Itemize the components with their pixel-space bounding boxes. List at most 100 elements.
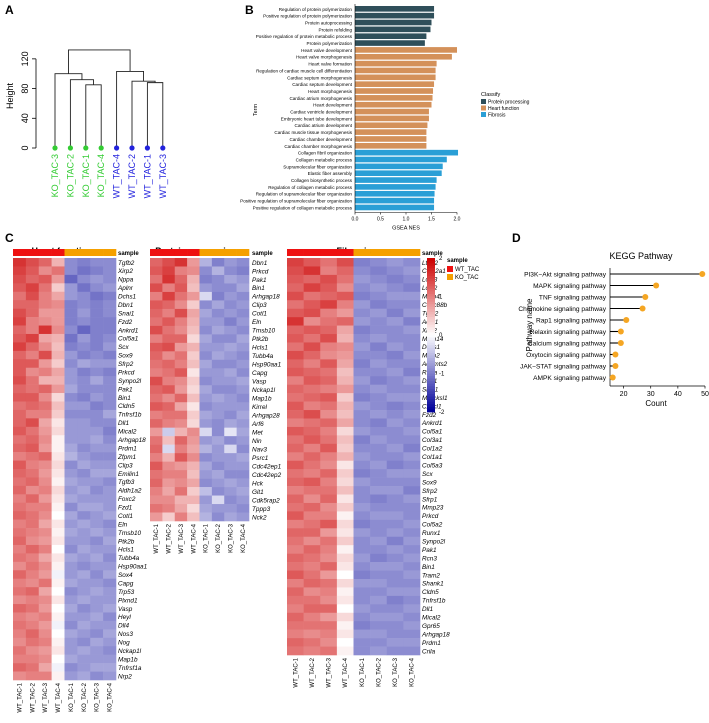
heatmap-cell — [51, 469, 65, 478]
heatmap-cell — [25, 646, 40, 655]
heatmap-cell — [303, 258, 321, 267]
heatmap-cell — [90, 409, 104, 419]
heatmap-cell — [13, 595, 27, 605]
heatmap-cell — [403, 325, 421, 335]
heatmap-cell — [211, 376, 225, 386]
heatmap-cell — [90, 401, 104, 411]
heatmap-gene-label: Rcn3 — [422, 555, 437, 562]
heatmap-cell — [287, 426, 304, 436]
bar-25 — [355, 177, 437, 183]
heatmap-cell — [13, 578, 27, 588]
heatmap-cell — [303, 486, 321, 495]
heatmap-cell — [90, 325, 104, 335]
heatmap-cell — [150, 342, 163, 352]
heatmap-cell — [64, 494, 78, 504]
heatmap-gene-label: Eln — [252, 319, 262, 326]
heatmap-cell — [90, 511, 104, 520]
heatmap-cell — [403, 595, 421, 605]
heatmap-cell — [353, 274, 371, 284]
heatmap-cell — [386, 266, 404, 276]
bar-term-label: Regulation of protein polymerization — [279, 7, 353, 12]
heatmap-cell — [25, 620, 40, 630]
heatmap-cell — [336, 460, 354, 470]
heatmap-cell — [90, 646, 104, 655]
heatmap-cell — [64, 511, 78, 520]
heatmap-cell — [199, 470, 213, 479]
heatmap-cell — [353, 410, 371, 419]
heatmap-cell — [353, 604, 371, 614]
heatmap-cell — [386, 646, 404, 656]
heatmap-cell — [199, 291, 213, 301]
heatmap-cell — [51, 502, 65, 512]
heatmap-cell — [336, 604, 354, 614]
heatmap-cell — [77, 570, 91, 580]
heatmap-cell — [353, 536, 371, 546]
heatmap-cell — [386, 486, 404, 495]
heatmap-cell — [38, 350, 52, 360]
heatmap-cell — [77, 274, 91, 284]
scale-segment — [427, 299, 435, 303]
heatmap-cell — [336, 587, 354, 597]
heatmap-cell — [386, 629, 404, 639]
bar-term-label: Collagen metabolic process — [296, 157, 353, 162]
heatmap-cell — [25, 376, 40, 385]
heatmap-cell — [90, 612, 104, 622]
heatmap-cell — [64, 435, 78, 444]
scale-segment — [427, 342, 435, 346]
heatmap-cell — [403, 266, 421, 276]
heatmap-cell — [174, 258, 188, 267]
scale-segment — [427, 406, 435, 410]
heatmap-cell — [199, 427, 213, 437]
heatmap-cell — [287, 435, 304, 445]
dendro-link — [85, 84, 102, 148]
heatmap-cell — [353, 452, 371, 462]
heatmap-gene-label: Cdc42ep1 — [252, 463, 282, 470]
heatmap-cell — [370, 308, 388, 318]
heatmap-cell — [103, 519, 117, 529]
heatmap-cell — [150, 274, 163, 284]
heatmap-cell — [403, 367, 421, 377]
heatmap-cell — [64, 350, 78, 360]
heatmap-gene-label: Pak1 — [118, 386, 133, 393]
heatmap-gene-label: Col3a1 — [422, 437, 443, 444]
heatmap-gene-label: Tubb4a — [252, 353, 274, 360]
dendro-leaf-label: KO_TAC-2 — [65, 154, 75, 197]
heatmap-cell — [77, 511, 91, 520]
heatmap-cell — [386, 401, 404, 411]
heatmap-cell — [13, 460, 27, 470]
heatmap-cell — [403, 578, 421, 588]
heatmap-cell — [303, 452, 321, 462]
heatmap-gene-label: Marcksl1 — [422, 395, 448, 402]
heatmap-cell — [77, 325, 91, 335]
heatmap-cell — [386, 621, 404, 630]
heatmap-cell — [64, 544, 78, 554]
heatmap-cell — [150, 334, 163, 344]
heatmap-cell — [211, 512, 225, 522]
heatmap-gene-label: Tmsb10 — [252, 328, 276, 335]
heatmap-cell — [320, 393, 338, 402]
heatmap-cell — [403, 283, 421, 293]
heatmap-cell — [303, 528, 321, 538]
heatmap-gene-label: Gpr65 — [422, 623, 440, 630]
heatmap-cell — [236, 368, 250, 378]
heatmap-gene-label: Sfrp2 — [422, 488, 438, 495]
scale-segment — [427, 394, 435, 397]
heatmap-cell — [403, 587, 421, 597]
heatmap-cell — [25, 578, 40, 588]
heatmap-cell — [370, 536, 388, 546]
heatmap-cell — [403, 519, 421, 529]
heatmap-cell — [236, 283, 250, 293]
heatmap-cell — [403, 359, 421, 369]
heatmap-cell — [150, 419, 163, 428]
scale-tick-label: -1 — [439, 372, 445, 378]
scale-segment — [427, 335, 435, 338]
heatmap-cell — [287, 258, 304, 267]
heatmap-cell — [224, 342, 237, 352]
heatmap-cell — [370, 570, 388, 580]
heatmap-cell — [336, 621, 354, 630]
heatmap-cell — [287, 452, 304, 462]
heatmap-cell — [77, 477, 91, 487]
heatmap-gene-label: Psrc1 — [252, 455, 269, 462]
heatmap-cell — [236, 325, 250, 335]
heatmap-cell — [13, 409, 27, 419]
